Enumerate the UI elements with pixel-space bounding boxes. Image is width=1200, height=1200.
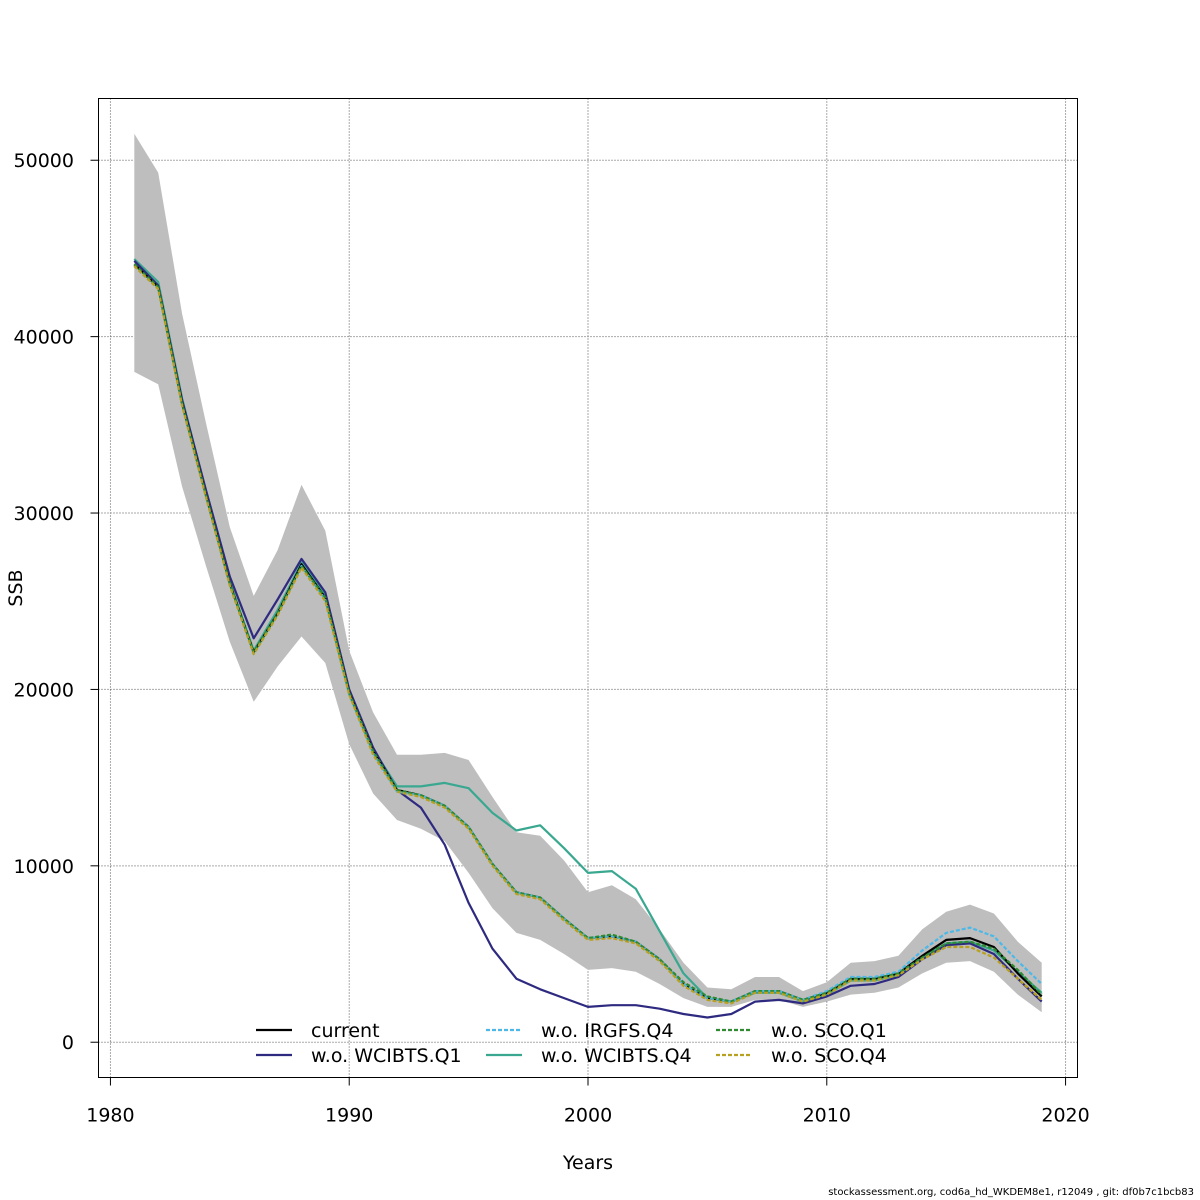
- series-line-w-o-wcibts-q1: [133, 260, 1043, 1019]
- y-tick-label: 50000: [14, 150, 74, 172]
- x-tick-label: 1990: [325, 1105, 373, 1127]
- legend-label: w.o. WCIBTS.Q4: [541, 1045, 692, 1067]
- x-axis: 1980 1990 2000 2010 2020: [86, 1077, 1090, 1127]
- x-tick-label: 2000: [564, 1105, 612, 1127]
- legend-label: w.o. SCO.Q4: [771, 1045, 887, 1067]
- y-axis: 0 10000 20000 30000 40000 50000: [14, 150, 99, 1054]
- x-axis-title: Years: [562, 1152, 613, 1174]
- y-tick-label: 10000: [14, 856, 74, 878]
- grid-lines: [98, 98, 1078, 1078]
- y-tick-label: 0: [62, 1032, 74, 1054]
- legend-label: w.o. IRGFS.Q4: [541, 1020, 673, 1042]
- legend: current w.o. WCIBTS.Q1 w.o. IRGFS.Q4 w.o. W…: [256, 1020, 887, 1067]
- confidence-band-area: [134, 133, 1042, 1013]
- footer-caption: stockassessment.org, cod6a_hd_WKDEM8e1, …: [828, 1187, 1194, 1198]
- y-tick-label: 20000: [14, 679, 74, 701]
- x-tick-label: 2010: [803, 1105, 851, 1127]
- x-tick-label: 1980: [86, 1105, 134, 1127]
- y-axis-title: SSB: [5, 569, 27, 606]
- legend-label: w.o. SCO.Q1: [771, 1020, 887, 1042]
- y-tick-label: 40000: [14, 327, 74, 349]
- confidence-band: [134, 133, 1042, 1013]
- legend-label: current: [311, 1020, 380, 1042]
- series-lines: [133, 258, 1043, 1019]
- series-line-w-o-sco-q4: [133, 265, 1043, 1005]
- legend-label: w.o. WCIBTS.Q1: [311, 1045, 462, 1067]
- x-tick-label: 2020: [1041, 1105, 1089, 1127]
- y-tick-label: 30000: [14, 503, 74, 525]
